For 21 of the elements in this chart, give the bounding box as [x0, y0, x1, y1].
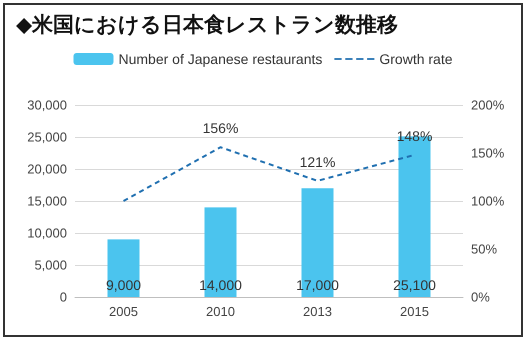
y2-tick-label: 100% — [471, 194, 505, 208]
y-tick-label: 30,000 — [27, 98, 67, 112]
x-tick-label: 2010 — [206, 304, 235, 319]
y2-tick-label: 150% — [471, 146, 505, 160]
y2-tick-label: 0% — [471, 290, 490, 304]
chart-title: ◆米国における日本食レストラン数推移 — [16, 12, 398, 36]
x-tick-label: 2005 — [109, 304, 138, 319]
y-tick-label: 15,000 — [27, 194, 67, 208]
y-tick-label: 5,000 — [34, 258, 67, 272]
x-tick-label: 2013 — [303, 304, 332, 319]
x-tick-label: 2015 — [400, 304, 429, 319]
legend-label: Growth rate — [379, 51, 453, 67]
y-tick-label: 0 — [60, 290, 67, 304]
legend-label: Number of Japanese restaurants — [118, 51, 322, 67]
y2-tick-label: 200% — [471, 98, 505, 112]
y-tick-label: 25,000 — [27, 130, 67, 144]
data-label: 121% — [300, 154, 336, 170]
y2-tick-label: 50% — [471, 242, 498, 256]
y-tick-label: 20,000 — [27, 162, 67, 176]
data-label: 156% — [202, 120, 238, 136]
y-tick-label: 10,000 — [27, 226, 67, 240]
